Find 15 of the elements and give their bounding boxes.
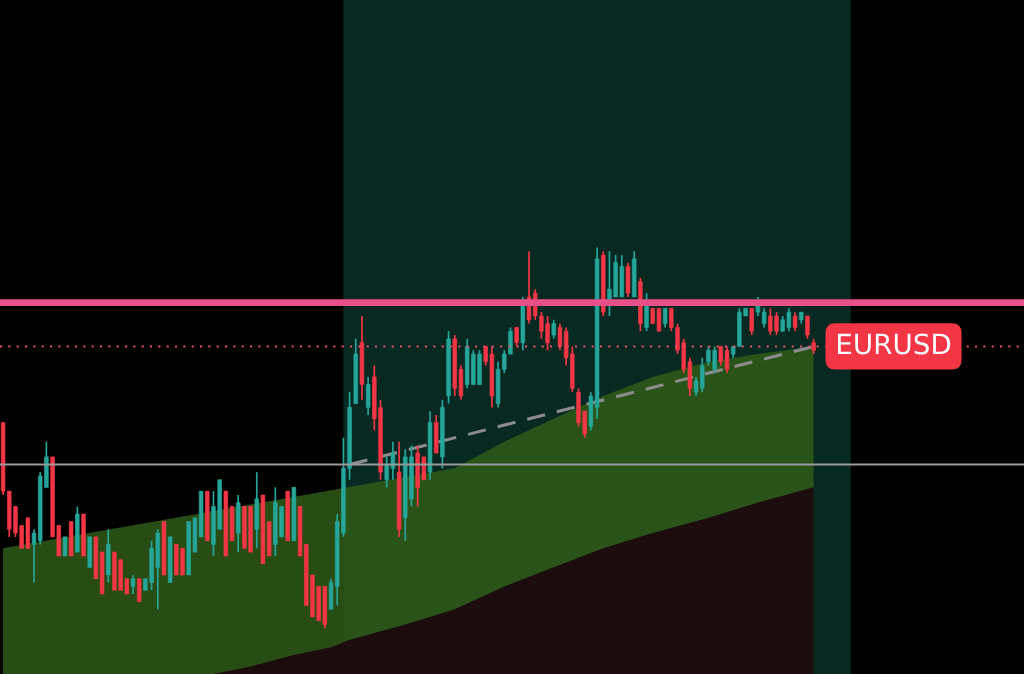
candlestick bbox=[805, 315, 810, 340]
candlestick bbox=[551, 318, 556, 340]
candlestick bbox=[792, 311, 798, 333]
candlestick bbox=[557, 322, 563, 352]
candlestick bbox=[62, 536, 68, 557]
candlestick bbox=[662, 307, 668, 329]
candlestick bbox=[514, 326, 519, 348]
candlestick bbox=[718, 345, 724, 367]
candlestick bbox=[365, 376, 371, 416]
annotation: EURUSD bbox=[838, 333, 951, 355]
candlestick bbox=[130, 574, 136, 595]
candlestick bbox=[724, 345, 730, 374]
candlestick bbox=[137, 577, 142, 603]
candlestick bbox=[749, 307, 754, 336]
candlestick bbox=[761, 307, 767, 329]
